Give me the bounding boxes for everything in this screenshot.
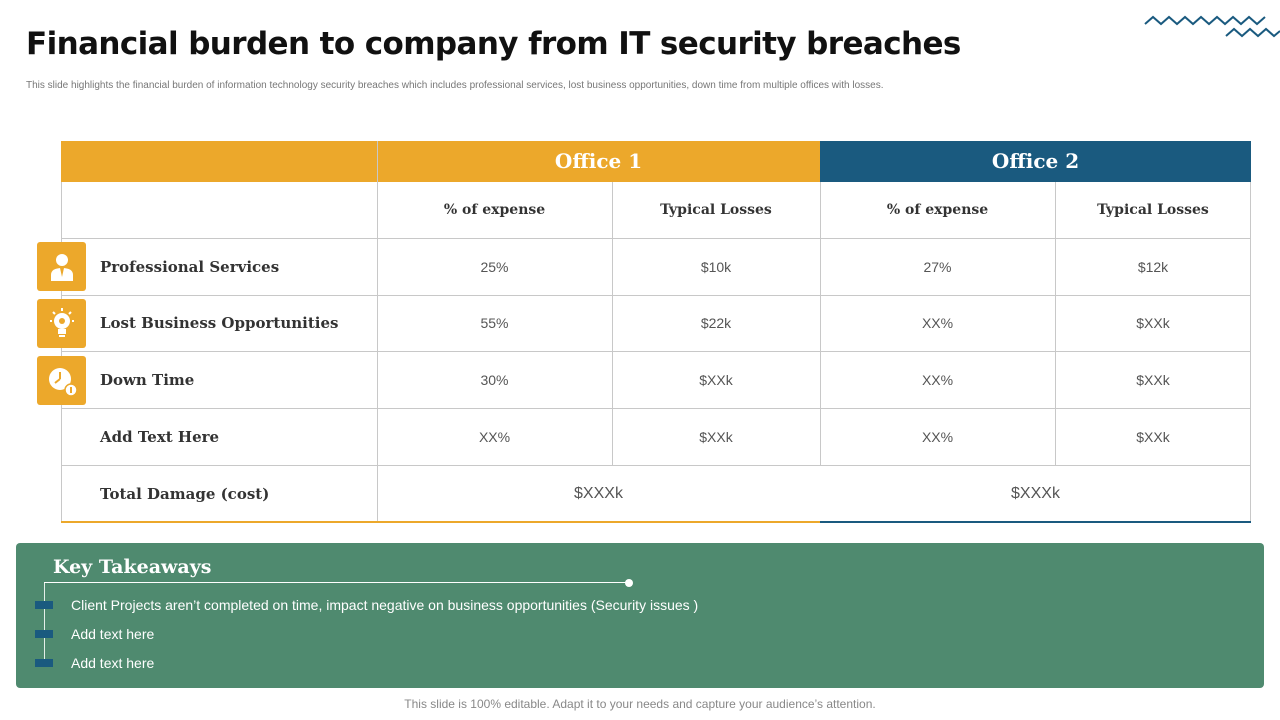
col-header-losses-office2: Typical Losses: [1097, 202, 1209, 218]
takeaways-timeline: [44, 582, 45, 664]
col-header-expense-office2: % of expense: [886, 202, 989, 218]
footer-note: This slide is 100% editable. Adapt it to…: [404, 697, 876, 711]
table-cell: XX%: [478, 428, 511, 445]
takeaway-item: Client Projects aren’t completed on time…: [71, 597, 699, 613]
column-divider: [1250, 182, 1251, 522]
office1-label: Office 1: [554, 149, 643, 173]
row-label-down-time: Down Time: [100, 370, 195, 389]
zigzag-decoration-icon: [1144, 15, 1280, 38]
col-header-expense-office1: % of expense: [443, 202, 546, 218]
slide-title: Financial burden to company from IT secu…: [26, 26, 961, 62]
office2-label: Office 2: [991, 149, 1080, 173]
key-takeaways-panel: [16, 543, 1264, 688]
total-office1: $XXXk: [574, 484, 623, 502]
slide-subtitle: This slide highlights the financial burd…: [26, 80, 884, 91]
table-cell: $10k: [700, 258, 732, 275]
lightbulb-gear-icon: [37, 299, 86, 348]
key-takeaways-title: Key Takeaways: [53, 556, 212, 578]
office1-bottom-rule: [61, 521, 820, 523]
table-cell: 30%: [480, 371, 509, 388]
table-cell: 55%: [480, 315, 509, 331]
office2-header-band: [820, 141, 1251, 182]
table-cell: $XXk: [1136, 371, 1170, 388]
table-cell: $XXk: [699, 371, 733, 388]
row-divider: [61, 351, 1251, 352]
row-divider: [61, 408, 1251, 409]
table-cell: 27%: [923, 258, 952, 275]
column-divider: [1055, 182, 1056, 465]
column-divider: [377, 141, 378, 522]
table-cell: $XXk: [1136, 315, 1170, 331]
table-cell: XX%: [921, 315, 954, 331]
takeaway-item: Add text here: [71, 655, 155, 671]
takeaways-rule: [44, 582, 629, 583]
row-label-add-text: Add Text Here: [100, 427, 220, 446]
row-divider: [61, 238, 1251, 239]
column-divider: [61, 182, 62, 522]
takeaway-bullet: [35, 659, 53, 667]
office1-header-band: [61, 141, 820, 182]
row-divider: [61, 295, 1251, 296]
takeaway-bullet: [35, 630, 53, 638]
person-icon: [37, 242, 86, 291]
row-divider: [61, 465, 1251, 466]
table-cell: XX%: [921, 371, 954, 388]
table-cell: $22k: [700, 315, 732, 331]
takeaways-rule-dot: [625, 579, 633, 587]
takeaway-bullet: [35, 601, 53, 609]
office2-bottom-rule: [820, 521, 1251, 523]
row-label-professional-services: Professional Services: [100, 257, 280, 276]
takeaway-item: Add text here: [71, 626, 155, 642]
col-header-losses-office1: Typical Losses: [660, 202, 772, 218]
row-label-total-damage: Total Damage (cost): [100, 484, 270, 503]
total-office2: $XXXk: [1011, 484, 1060, 502]
table-cell: $XXk: [1136, 428, 1170, 445]
row-label-lost-business: Lost Business Opportunities: [100, 314, 339, 332]
column-divider: [612, 182, 613, 465]
financial-table: Office 1 Office 2 % of expense Typical L…: [61, 141, 1251, 523]
clock-icon: [37, 356, 86, 405]
table-cell: $XXk: [699, 428, 733, 445]
column-divider: [820, 182, 821, 465]
table-cell: XX%: [921, 428, 954, 445]
table-cell: $12k: [1137, 258, 1169, 275]
table-cell: 25%: [480, 258, 509, 275]
